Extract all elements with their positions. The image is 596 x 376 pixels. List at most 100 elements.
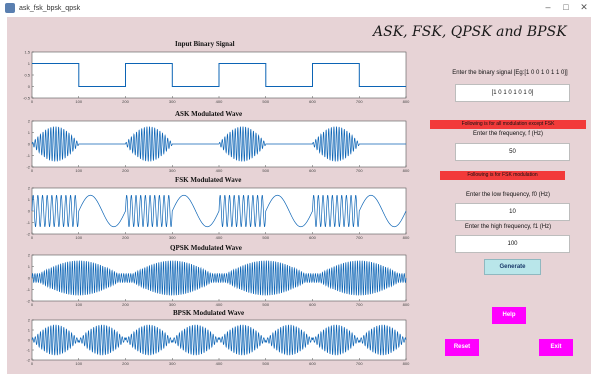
- app-icon: [5, 3, 15, 13]
- x-tick-label: 300: [169, 235, 176, 240]
- x-tick-label: 300: [169, 361, 176, 366]
- x-tick-label: 0: [31, 99, 34, 104]
- x-tick-label: 700: [356, 302, 363, 307]
- y-tick-label: 1: [28, 264, 31, 269]
- x-tick-label: 700: [356, 235, 363, 240]
- fsk-wave-plot: 0 100 200 300 400 500 600 700 800 2 1 0 -1 -2: [26, 186, 410, 240]
- plot-title-qpsk: QPSK Modulated Wave: [170, 244, 242, 252]
- window-title: ask_fsk_bpsk_qpsk: [19, 4, 81, 12]
- x-tick-label: 400: [216, 361, 223, 366]
- banner-all-modulation: Following is for all modulation except F…: [430, 120, 586, 129]
- x-tick-label: 100: [75, 302, 82, 307]
- low-frequency-label: Enter the low frequency, f0 (Hz): [466, 192, 550, 198]
- x-tick-label: 600: [309, 302, 316, 307]
- x-tick-label: 300: [169, 302, 176, 307]
- x-tick-label: 800: [403, 168, 410, 173]
- x-tick-label: 700: [356, 168, 363, 173]
- y-tick-label: 2: [28, 186, 31, 191]
- x-tick-label: 100: [75, 235, 82, 240]
- bpsk-wave-line: [31, 324, 407, 356]
- exit-button[interactable]: Exit: [539, 339, 573, 356]
- maximize-button[interactable]: □: [563, 2, 569, 12]
- reset-button[interactable]: Reset: [445, 339, 479, 356]
- x-tick-label: 300: [169, 99, 176, 104]
- x-tick-label: 600: [309, 99, 316, 104]
- fsk-wave-line: [31, 194, 407, 228]
- plot-title-binary: Input Binary Signal: [175, 40, 235, 48]
- y-tick-label: -1: [26, 348, 30, 353]
- y-tick-label: 0.5: [24, 73, 30, 78]
- y-tick-label: 0: [28, 338, 31, 343]
- y-tick-label: 1: [28, 130, 31, 135]
- y-tick-label: 0: [28, 209, 31, 214]
- x-tick-label: 500: [262, 361, 269, 366]
- y-tick-label: 1: [28, 61, 31, 66]
- x-tick-label: 500: [262, 235, 269, 240]
- high-frequency-input[interactable]: 100: [455, 235, 570, 253]
- y-tick-label: 0: [28, 276, 31, 281]
- x-tick-label: 0: [31, 361, 34, 366]
- x-tick-label: 100: [75, 361, 82, 366]
- high-frequency-label: Enter the high frequency, f1 (Hz): [464, 224, 552, 230]
- x-tick-label: 0: [31, 302, 34, 307]
- x-tick-label: 200: [122, 361, 129, 366]
- x-tick-label: 400: [216, 99, 223, 104]
- x-tick-label: 600: [309, 235, 316, 240]
- y-tick-label: 0: [28, 84, 31, 89]
- y-tick-label: 1: [28, 328, 31, 333]
- x-tick-label: 300: [169, 168, 176, 173]
- x-tick-label: 200: [122, 302, 129, 307]
- x-tick-label: 600: [309, 168, 316, 173]
- y-tick-label: -1: [26, 220, 30, 225]
- y-tick-label: -2: [26, 358, 30, 363]
- x-tick-label: 700: [356, 99, 363, 104]
- y-tick-label: 1.5: [24, 50, 30, 55]
- x-tick-label: 800: [403, 302, 410, 307]
- x-tick-label: 800: [403, 361, 410, 366]
- x-tick-label: 500: [262, 99, 269, 104]
- x-tick-label: 100: [75, 99, 82, 104]
- x-tick-label: 800: [403, 99, 410, 104]
- y-tick-label: 2: [28, 253, 31, 258]
- x-tick-label: 500: [262, 168, 269, 173]
- x-tick-label: 100: [75, 168, 82, 173]
- y-tick-label: 1: [28, 197, 31, 202]
- low-frequency-input[interactable]: 10: [455, 203, 570, 221]
- y-tick-label: -2: [26, 232, 30, 237]
- minimize-button[interactable]: –: [545, 2, 551, 12]
- plot-title-ask: ASK Modulated Wave: [175, 110, 243, 118]
- qpsk-wave-line: [31, 260, 407, 296]
- x-tick-label: 600: [309, 361, 316, 366]
- bpsk-wave-plot: 0 100 200 300 400 500 600 700 800 2 1 0 -1 -2: [26, 318, 410, 366]
- generate-button[interactable]: Generate: [484, 259, 541, 275]
- banner-fsk: Following is for FSK modulation: [440, 171, 565, 180]
- y-tick-label: -2: [26, 299, 30, 304]
- y-tick-label: 2: [28, 119, 31, 124]
- plot-title-fsk: FSK Modulated Wave: [175, 176, 242, 184]
- x-tick-label: 500: [262, 302, 269, 307]
- x-tick-label: 0: [31, 168, 34, 173]
- y-tick-label: 2: [28, 318, 31, 323]
- ask-wave-plot: 0 100 200 300 400 500 600 700 800 2 1 0 -1 -2: [26, 119, 410, 173]
- ask-wave-line: [31, 126, 406, 162]
- y-tick-label: 0: [28, 142, 31, 147]
- binary-signal-label: Enter the binary signal [Eg:[1 0 0 1 0 1…: [452, 70, 568, 76]
- x-tick-label: 400: [216, 302, 223, 307]
- y-tick-label: -2: [26, 165, 30, 170]
- x-tick-label: 700: [356, 361, 363, 366]
- x-tick-label: 200: [122, 235, 129, 240]
- x-tick-label: 200: [122, 99, 129, 104]
- plot-title-bpsk: BPSK Modulated Wave: [173, 309, 245, 317]
- title-bar: ask_fsk_bpsk_qpsk – □ ✕: [0, 0, 596, 16]
- x-tick-label: 400: [216, 235, 223, 240]
- binary-signal-line: [32, 63, 406, 87]
- frequency-input[interactable]: 50: [455, 143, 570, 161]
- x-tick-label: 0: [31, 235, 34, 240]
- binary-signal-input[interactable]: [1 0 1 0 1 0 1 0]: [455, 84, 570, 102]
- page-heading: ASK, FSK, QPSK and BPSK: [373, 24, 567, 40]
- close-button[interactable]: ✕: [580, 2, 588, 12]
- y-tick-label: -1: [26, 153, 30, 158]
- help-button[interactable]: Help: [492, 307, 526, 324]
- frequency-label: Enter the frequency, f (Hz): [473, 131, 543, 137]
